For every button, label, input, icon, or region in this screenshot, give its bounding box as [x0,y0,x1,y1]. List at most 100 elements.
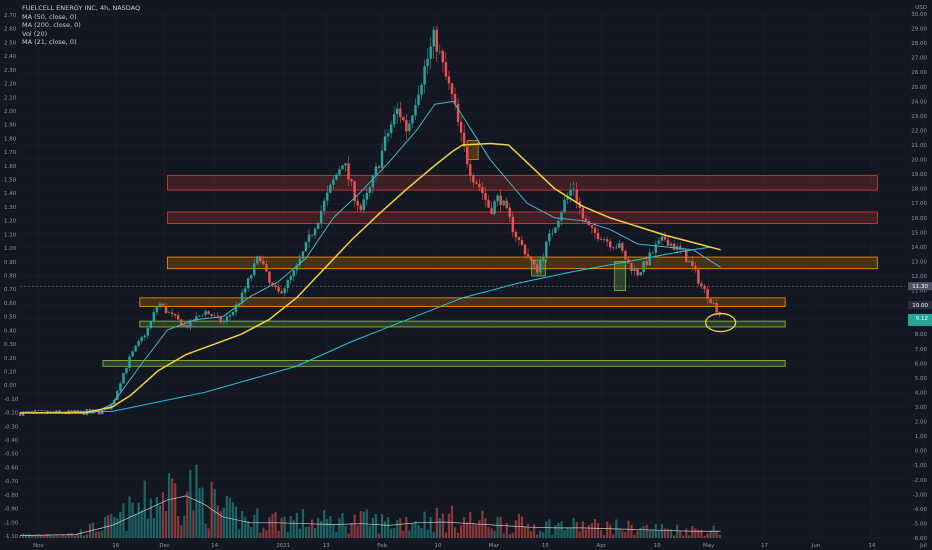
volume-bar [304,526,308,538]
volume-bar [718,534,721,538]
volume-bar [502,533,505,538]
volume-bar [679,530,682,538]
volume-bar [43,535,46,538]
candle-body [192,320,195,322]
time-axis-tick: 19 [654,543,661,549]
volume-bar [493,530,496,538]
candle-body [389,124,393,134]
volume-bar [113,517,116,538]
legend-ma200[interactable]: MA (200, close, 0) [22,21,81,29]
candle-body [207,311,210,315]
candle-body [450,83,454,95]
candle-body [408,123,411,132]
volume-bar [672,535,676,538]
left-axis-tick: 1.90 [4,123,17,129]
volume-bar [225,495,228,538]
annotations [20,285,905,333]
left-axis-tick: 2.00 [4,109,17,115]
volume-bar [359,510,362,538]
candle-body [484,193,487,200]
time-axis-tick: Mar [489,543,500,549]
candle-body [30,410,34,412]
legend-ma21[interactable]: MA (21, close, 0) [22,38,77,46]
right-axis-tick: 12.00 [911,274,927,280]
candle-body [636,268,639,276]
candle-body [265,264,268,272]
candle-body [316,222,320,229]
candle-body [164,305,168,313]
volume-bar [104,517,107,538]
volume-bar [624,531,627,538]
price-tag-label: 10.00 [912,303,928,309]
left-axis-tick: 2.10 [4,95,17,101]
left-axis-tick: 0.10 [4,369,17,375]
symbol-title[interactable]: FUELCELL ENERGY INC, 4h, NASDAQ [22,4,141,12]
volume-bar [405,517,408,538]
volume-bar [563,529,566,538]
volume-bar [344,525,347,538]
volume-bar [642,526,645,538]
candle-body [368,187,372,193]
price-tag-bg [908,282,932,291]
volume-bar [676,524,679,538]
legend-ma50[interactable]: MA (50, close, 0) [22,12,77,21]
volume-bar [590,523,594,538]
candle-body [253,263,256,276]
time-axis[interactable]: Nov 16 Dec 14 2021 13 Feb 10 Mar 15 Apr 19 May 17 Jun 1… [33,543,927,549]
annotation-circle [704,312,737,333]
volume-bar [183,515,186,538]
volume-bar [140,510,143,538]
candle-body [332,179,335,185]
volume-bar [231,502,235,538]
volume-bar [456,532,460,538]
candle-body [542,257,545,261]
time-axis-tick: Dec [159,543,170,549]
candle-body [353,181,356,202]
candle-body [88,409,92,413]
candle-body [73,410,76,413]
left-axis-tick: -0.70 [4,479,19,485]
volume-bar [28,533,31,538]
candle-body [411,115,414,124]
volume-bar [536,534,539,538]
right-price-axis[interactable]: 30.00 29.00 28.00 27.00 26.00 25.00 24.00 23.00… [908,5,932,542]
candle-body [548,233,551,242]
candle-body [639,272,642,276]
candle-body [134,345,137,352]
right-axis-tick: -1.00 [913,463,928,469]
left-axis-tick: -1.10 [4,534,19,540]
candle-body [213,315,216,317]
left-axis-tick: 0.00 [4,383,17,389]
legend-volume[interactable]: Vol (20) [22,29,48,38]
volume-bar [529,531,533,538]
price-tag-bg [908,313,932,326]
volume-bar [82,535,85,538]
volume-bar [651,529,654,538]
candle-body [310,234,314,236]
left-axis-tick: 1.70 [4,150,17,156]
volume-bar [18,536,22,538]
volume-bar [338,518,341,538]
candle-body [444,62,448,77]
volume-bar [636,530,639,538]
volume-bar [514,520,517,538]
candle-body [268,271,271,283]
volume-bar [463,516,466,538]
candle-body [618,243,621,248]
volume-bar [64,535,67,538]
volume-bar [542,532,545,538]
candle-body [511,216,515,233]
volume-bar [596,522,600,538]
candle-body [21,411,25,416]
volume-bar [195,464,198,538]
right-axis-tick: 30.00 [911,12,927,18]
candle-body [508,207,511,217]
volume-bar [250,527,253,538]
candle-body [435,29,438,52]
candle-body [423,66,426,85]
volume-bar [280,517,283,538]
left-axis-tick: -0.40 [4,438,19,444]
candle-body [70,410,73,413]
candle-body [563,199,566,212]
